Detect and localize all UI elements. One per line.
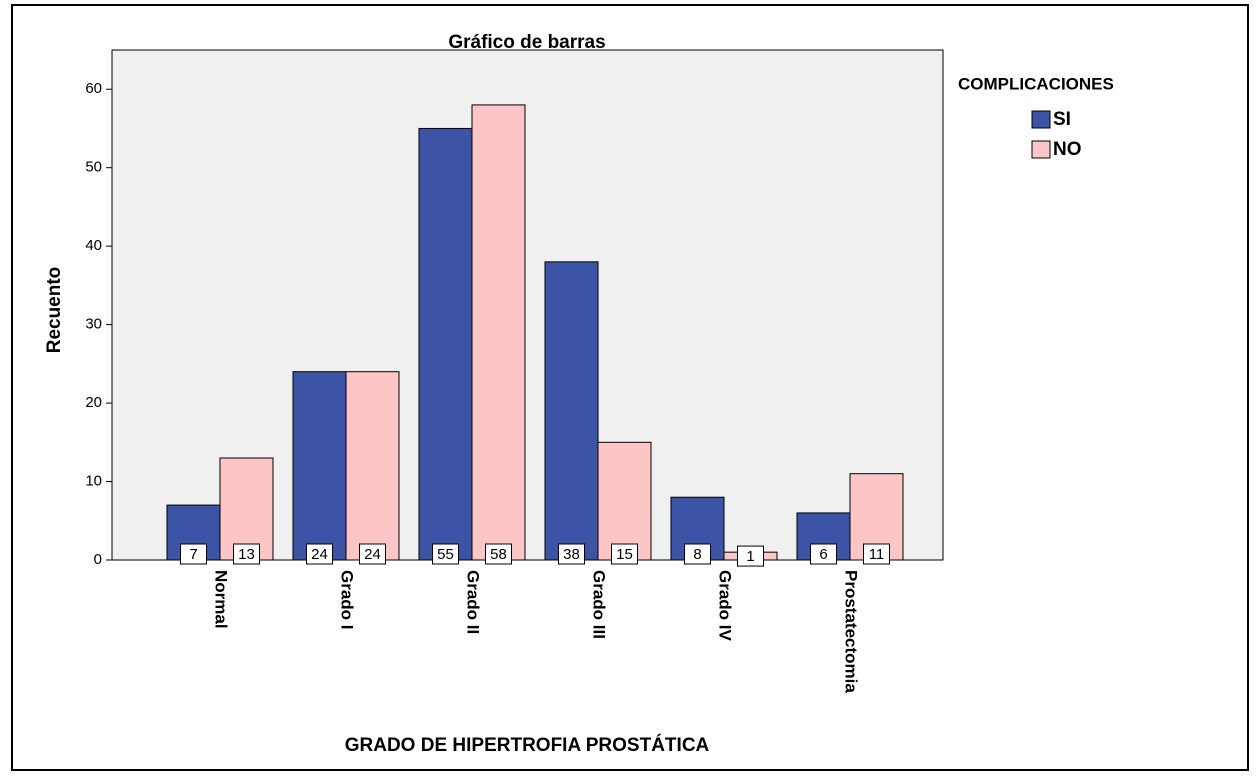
value-label-box	[863, 543, 890, 565]
value-label-box	[233, 543, 260, 565]
y-tick-label: 50	[85, 159, 102, 176]
bar	[471, 104, 526, 561]
x-tick-label: Normal	[212, 570, 231, 629]
y-tick-label: 60	[85, 80, 102, 97]
x-tick-label: Grado I	[338, 570, 357, 630]
x-tick-label: Grado II	[464, 570, 483, 634]
y-tick-label: 40	[85, 237, 102, 254]
value-label-box	[306, 543, 333, 565]
chart-title: Gráfico de barras	[448, 32, 605, 53]
x-axis-title: GRADO DE HIPERTROFIA PROSTÁTICA	[345, 734, 710, 756]
value-label-box	[485, 543, 512, 565]
y-tick-label: 10	[85, 473, 102, 490]
value-label: 38	[563, 546, 580, 563]
value-label: 8	[693, 546, 701, 563]
y-tick-label: 30	[85, 316, 102, 333]
y-tick-label: 0	[94, 551, 102, 568]
x-tick-label: Grado III	[590, 570, 609, 639]
value-label: 58	[490, 546, 507, 563]
value-label-box	[558, 543, 585, 565]
bar	[219, 457, 274, 561]
bar	[292, 371, 347, 561]
value-label: 24	[311, 546, 328, 563]
value-label: 55	[437, 546, 454, 563]
legend-swatch	[1031, 140, 1051, 159]
value-label-box	[611, 543, 638, 565]
value-label: 15	[616, 546, 633, 563]
value-label-box	[684, 543, 711, 565]
legend-label: NO	[1053, 139, 1082, 160]
legend-label: SI	[1053, 109, 1071, 130]
x-tick-label: Prostatectomia	[842, 570, 861, 693]
y-tick-label: 20	[85, 394, 102, 411]
value-label: 11	[869, 546, 885, 563]
legend-title: COMPLICACIONES	[958, 74, 1114, 93]
value-label: 6	[819, 546, 827, 563]
bar	[544, 261, 599, 561]
bar	[597, 441, 652, 561]
value-label: 24	[364, 546, 381, 563]
legend-swatch	[1031, 110, 1051, 129]
bar	[418, 127, 473, 561]
x-tick-label: Grado IV	[716, 570, 735, 642]
value-label-box	[432, 543, 459, 565]
bar	[345, 371, 400, 561]
value-label-box	[737, 545, 764, 567]
value-label: 7	[189, 546, 197, 563]
value-label-box	[810, 543, 837, 565]
value-label-box	[180, 543, 207, 565]
bar	[796, 512, 851, 561]
value-label-box	[359, 543, 386, 565]
y-axis-title: Recuento	[44, 267, 65, 354]
value-label: 1	[746, 548, 754, 565]
value-label: 13	[238, 546, 255, 563]
